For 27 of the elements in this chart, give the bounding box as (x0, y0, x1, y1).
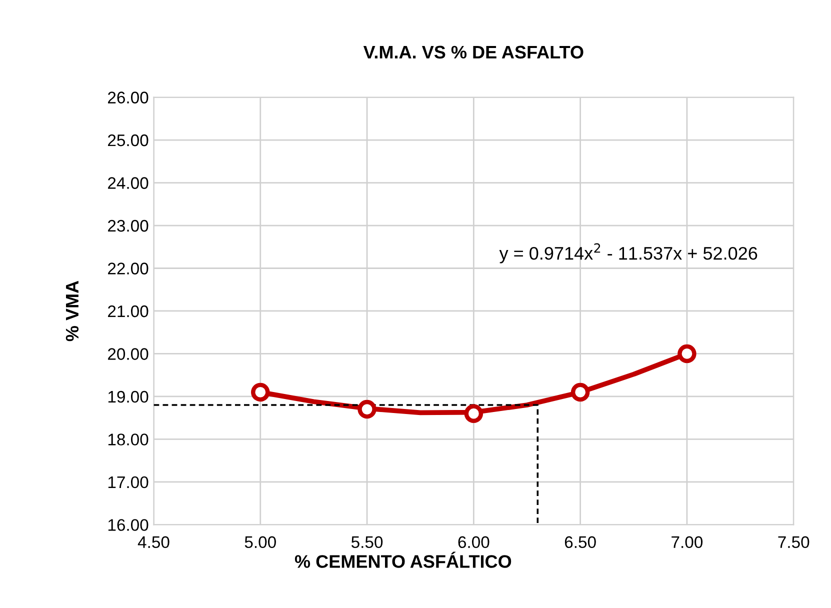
x-tick-label: 7.50 (778, 536, 810, 548)
y-tick-label: 17.00 (108, 476, 148, 488)
y-tick-label: 21.00 (108, 305, 148, 318)
y-tick-label: 23.00 (108, 220, 148, 232)
y-tick-label: 24.00 (108, 177, 148, 189)
x-tick-label: 5.00 (244, 536, 276, 548)
point (251, 382, 270, 402)
y-tick-label: 16.00 (108, 519, 148, 531)
y-tick-label: 18.00 (108, 434, 148, 446)
point (570, 382, 590, 402)
y-tick-label: 26.00 (108, 92, 148, 104)
y-axis-title: % VMA (66, 280, 79, 342)
point (358, 400, 376, 419)
x-tick-label: 4.50 (138, 536, 170, 548)
annotation: y = 0.9714x$^{2}$ - 11.537x + 52.026 (499, 243, 758, 264)
x-axis-title: % CEMENTO ASFÁLTICO (294, 552, 512, 568)
y-tick-label: 19.00 (108, 390, 148, 403)
y-tick-label: 22.00 (108, 262, 148, 274)
chart-title: V.M.A. VS % DE ASFALTO (363, 46, 584, 59)
point (678, 344, 696, 364)
x-tick-label: 6.00 (458, 536, 490, 548)
x-tick-label: 5.50 (351, 536, 383, 548)
x-tick-label: 6.50 (564, 536, 596, 548)
x-tick-label: 7.00 (672, 536, 703, 548)
y-tick-label: 25.00 (108, 134, 148, 146)
y-tick-label: 20.00 (108, 348, 148, 360)
point (464, 404, 484, 423)
